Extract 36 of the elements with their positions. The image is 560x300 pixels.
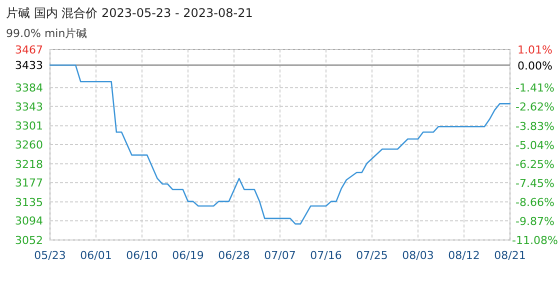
x-tick-label: 07/25: [356, 249, 388, 262]
y-tick-label: 3467: [15, 44, 43, 56]
y2-tick-label: -8.66%: [516, 196, 554, 209]
x-tick-label: 06/28: [218, 249, 250, 262]
y-tick-label: 3177: [15, 176, 43, 190]
x-tick-label: 05/23: [34, 249, 66, 262]
y2-tick-label: -1.41%: [516, 82, 554, 95]
y-tick-label: 3301: [15, 120, 43, 133]
x-tick-label: 08/21: [494, 249, 526, 262]
x-tick-label: 08/03: [402, 249, 434, 262]
y2-tick-label: -3.83%: [516, 120, 554, 133]
y2-tick-label: 1.01%: [518, 44, 552, 56]
y2-tick-label: 0.00%: [518, 59, 552, 72]
y-tick-label: 3218: [15, 158, 43, 171]
y-tick-label: 3094: [15, 214, 43, 228]
y-tick-label: 3135: [15, 196, 43, 209]
x-tick-label: 06/10: [126, 249, 158, 262]
x-tick-label: 08/12: [448, 249, 480, 262]
y2-tick-label: -11.08%: [512, 234, 558, 247]
y2-tick-label: -2.62%: [516, 100, 554, 114]
y2-tick-label: -9.87%: [516, 214, 554, 228]
x-tick-label: 06/01: [80, 249, 112, 262]
chart-title: 片碱 国内 混合价 2023-05-23 - 2023-08-21: [6, 6, 253, 20]
line-series: [49, 64, 511, 225]
y2-tick-label: -6.25%: [516, 158, 554, 171]
y-tick-label: 3433: [15, 59, 43, 72]
y-tick-label: 3052: [15, 234, 43, 247]
y-tick-label: 3343: [15, 100, 43, 114]
y-tick-label: 3260: [15, 138, 43, 152]
y2-tick-label: -7.45%: [516, 176, 554, 190]
y2-tick-label: -5.04%: [516, 138, 554, 152]
x-tick-label: 07/16: [310, 249, 342, 262]
chart-subtitle: 99.0% min片碱: [6, 27, 88, 40]
x-tick-label: 07/07: [264, 249, 296, 262]
y-tick-label: 3384: [15, 82, 43, 95]
x-tick-label: 06/19: [172, 249, 204, 262]
